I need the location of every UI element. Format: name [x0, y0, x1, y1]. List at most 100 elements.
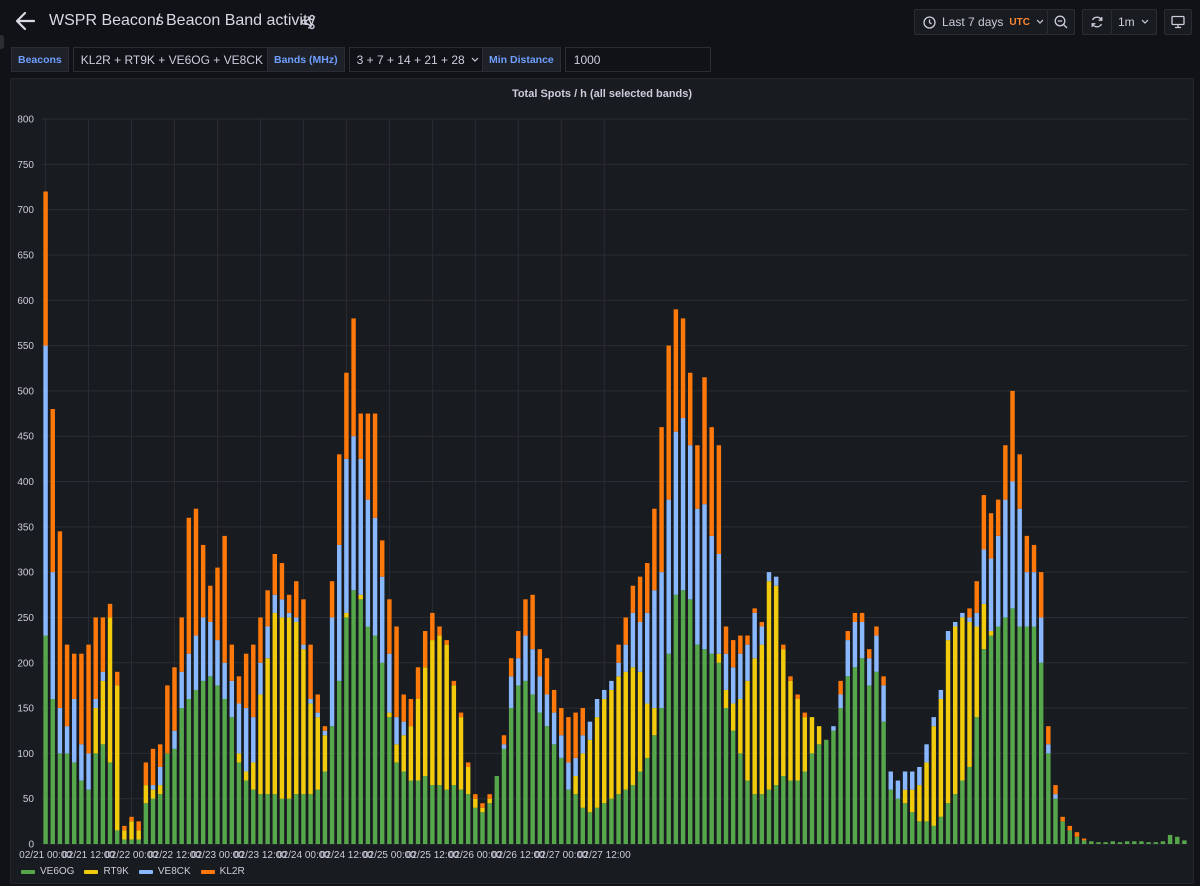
arrow-left-icon[interactable] — [14, 9, 36, 33]
bar-segment-ve8ck — [924, 744, 929, 763]
bar-segment-ve8ck — [759, 626, 765, 645]
bar-segment-kl2r — [401, 694, 406, 722]
bar-segment-ve6og — [465, 794, 471, 844]
bar-segment-ve6og — [967, 766, 972, 844]
bar-segment-kl2r — [544, 658, 550, 695]
legend-swatch — [138, 869, 153, 874]
bar-segment-kl2r — [150, 748, 156, 786]
bar-segment-kl2r — [229, 644, 235, 681]
bands-select[interactable]: 3 + 7 + 14 + 21 + 28 — [348, 47, 487, 72]
bar-segment-ve6og — [580, 807, 585, 844]
refresh-interval-picker[interactable]: 1m — [1111, 9, 1157, 35]
bar-segment-ve8ck — [695, 508, 700, 645]
bar-segment-kl2r — [802, 712, 808, 718]
bar-segment-rt9k — [422, 667, 428, 777]
bar-segment-ve8ck — [308, 699, 313, 704]
bar-segment-rt9k — [974, 626, 979, 718]
bar-segment-kl2r — [1024, 535, 1030, 573]
bar-segment-kl2r — [200, 544, 206, 618]
refresh-button[interactable] — [1082, 9, 1112, 35]
bar-segment-kl2r — [215, 567, 220, 641]
breadcrumb-separator: / — [156, 12, 161, 29]
timezone-badge: UTC — [1009, 16, 1030, 28]
sidebar-edge-handle[interactable] — [0, 35, 4, 49]
y-tick-label: 200 — [17, 658, 34, 669]
bar-segment-ve6og — [924, 821, 929, 844]
time-range-picker[interactable]: Last 7 days UTC — [914, 9, 1048, 35]
bar-segment-ve8ck — [888, 771, 893, 790]
time-range-label: Last 7 days — [942, 15, 1004, 29]
y-tick-label: 50 — [23, 794, 35, 805]
x-tick-label: 02/27 00:00 — [535, 850, 588, 861]
clock-icon — [923, 15, 936, 29]
bar-segment-ve8ck — [659, 572, 664, 709]
bar-segment-ve6og — [508, 708, 514, 844]
bar-segment-ve8ck — [559, 735, 564, 758]
bar-segment-kl2r — [186, 517, 192, 654]
refresh-interval-label: 1m — [1118, 15, 1135, 29]
bar-segment-rt9k — [100, 680, 106, 745]
x-tick-label: 02/27 12:00 — [578, 850, 631, 861]
bar-segment-kl2r — [859, 612, 865, 622]
bar-segment-ve6og — [1182, 840, 1187, 845]
bar-segment-ve6og — [1096, 842, 1101, 844]
bar-segment-rt9k — [258, 694, 263, 795]
bar-segment-rt9k — [143, 785, 149, 804]
legend-item-kl2r[interactable]: KL2R — [200, 866, 245, 877]
bar-segment-ve6og — [652, 735, 657, 844]
bar-segment-rt9k — [809, 717, 815, 754]
bar-segment-rt9k — [630, 667, 636, 786]
bar-segment-ve6og — [845, 676, 850, 844]
bar-segment-ve6og — [759, 794, 765, 844]
bar-segment-ve6og — [594, 807, 600, 844]
bar-segment-ve8ck — [243, 708, 249, 772]
bar-segment-kl2r — [57, 531, 63, 709]
bar-segment-ve8ck — [1010, 481, 1015, 609]
bands-select-value: 3 + 7 + 14 + 21 + 28 — [356, 52, 465, 67]
bar-segment-ve6og — [1060, 821, 1065, 844]
bar-segment-ve6og — [415, 780, 421, 844]
bar-segment-kl2r — [193, 508, 199, 636]
x-tick-label: 02/22 12:00 — [148, 850, 201, 861]
bar-segment-kl2r — [795, 694, 800, 699]
bar-segment-kl2r — [716, 445, 722, 554]
breadcrumb-folder[interactable]: WSPR Beacons — [49, 12, 164, 29]
bar-segment-rt9k — [609, 689, 614, 799]
bar-segment-ve8ck — [172, 730, 177, 749]
bar-segment-rt9k — [480, 807, 485, 813]
bar-segment-ve8ck — [730, 667, 736, 704]
bar-segment-ve6og — [559, 757, 564, 844]
bar-segment-ve6og — [802, 771, 808, 844]
bar-segment-kl2r — [129, 816, 134, 822]
zoom-out-button[interactable] — [1047, 9, 1075, 35]
bar-segment-ve6og — [960, 780, 965, 844]
bar-segment-ve6og — [809, 753, 815, 845]
beacons-select[interactable]: KL2R + RT9K + VE6OG + VE8CK — [72, 47, 285, 72]
bar-segment-ve6og — [623, 789, 628, 845]
legend-label: VE8CK — [157, 866, 191, 877]
legend-swatch — [200, 869, 215, 874]
bar-segment-ve6og — [630, 785, 636, 844]
legend-item-ve8ck[interactable]: VE8CK — [138, 866, 191, 877]
bar-segment-kl2r — [351, 318, 356, 437]
bar-segment-ve6og — [867, 685, 872, 844]
bar-segment-ve6og — [172, 748, 177, 844]
bar-segment-rt9k — [924, 762, 929, 822]
legend-item-ve6og[interactable]: VE6OG — [21, 866, 74, 877]
bar-segment-ve6og — [1139, 841, 1144, 844]
bar-segment-ve6og — [1010, 608, 1015, 845]
bar-segment-ve8ck — [702, 504, 707, 650]
bar-segment-kl2r — [530, 594, 535, 650]
bar-segment-kl2r — [738, 635, 743, 654]
min-distance-input[interactable] — [564, 47, 711, 72]
bar-segment-ve6og — [93, 753, 98, 845]
bar-segment-ve6og — [122, 839, 127, 844]
legend-item-rt9k[interactable]: RT9K — [84, 866, 129, 877]
bar-segment-kl2r — [451, 680, 457, 686]
share-icon[interactable] — [300, 14, 316, 30]
tv-mode-button[interactable] — [1164, 9, 1192, 35]
bar-segment-ve6og — [243, 780, 249, 844]
y-tick-label: 450 — [17, 432, 34, 443]
bar-segment-ve8ck — [988, 558, 994, 632]
bar-segment-kl2r — [480, 803, 485, 808]
